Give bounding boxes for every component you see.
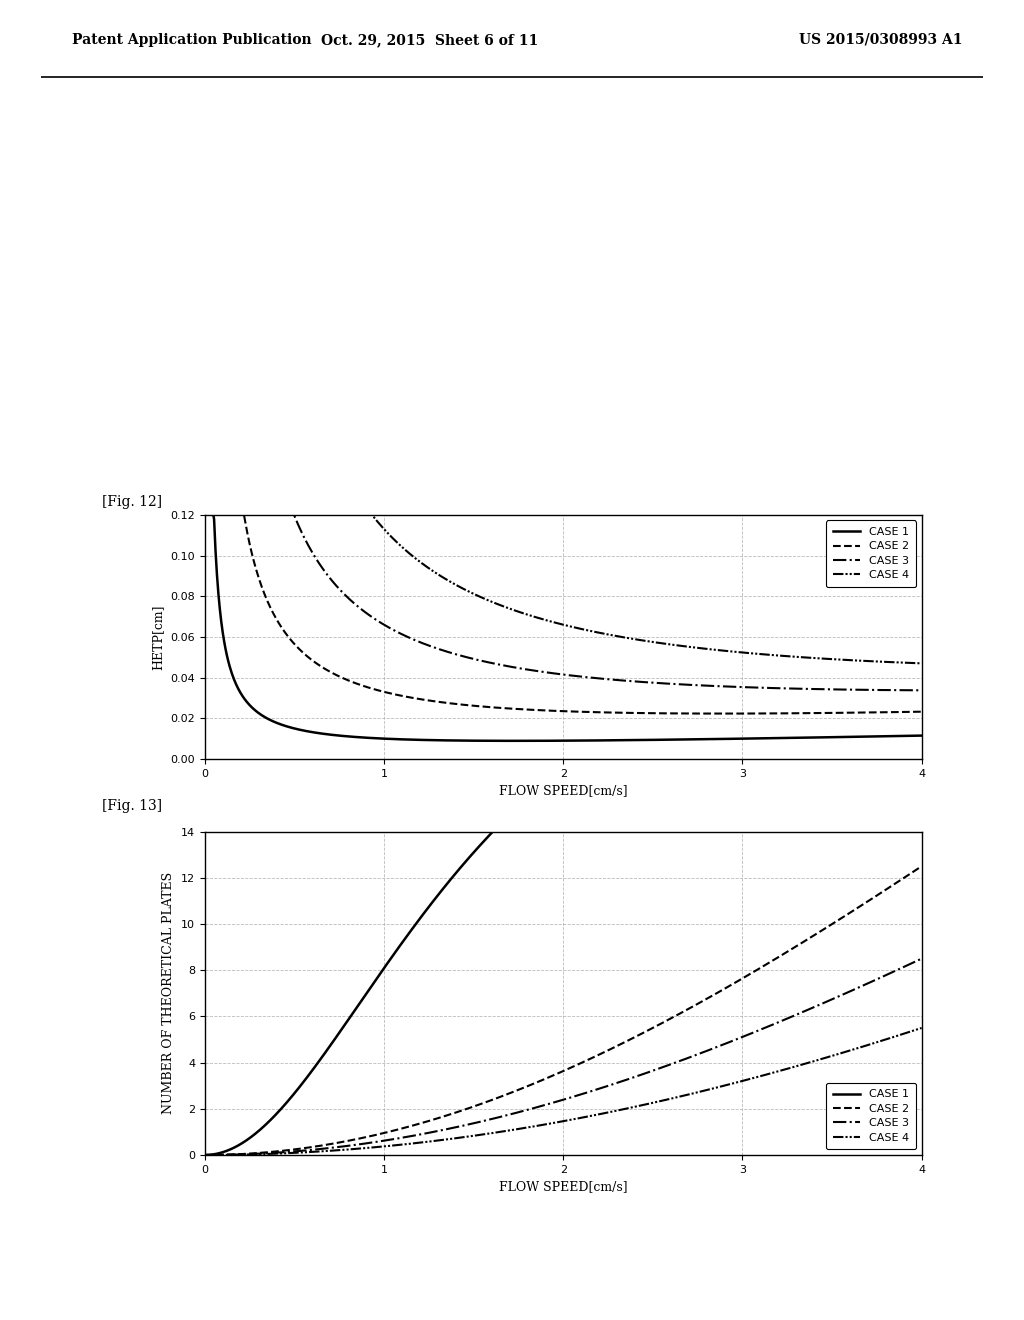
X-axis label: FLOW SPEED[cm/s]: FLOW SPEED[cm/s] — [499, 784, 628, 797]
Text: Patent Application Publication: Patent Application Publication — [72, 33, 311, 48]
Text: US 2015/0308993 A1: US 2015/0308993 A1 — [799, 33, 963, 48]
Text: [Fig. 12]: [Fig. 12] — [102, 495, 163, 510]
Text: [Fig. 13]: [Fig. 13] — [102, 799, 163, 813]
Y-axis label: NUMBER OF THEORETICAL PLATES: NUMBER OF THEORETICAL PLATES — [163, 873, 175, 1114]
Text: Oct. 29, 2015  Sheet 6 of 11: Oct. 29, 2015 Sheet 6 of 11 — [322, 33, 539, 48]
Legend: CASE 1, CASE 2, CASE 3, CASE 4: CASE 1, CASE 2, CASE 3, CASE 4 — [826, 1082, 916, 1150]
Legend: CASE 1, CASE 2, CASE 3, CASE 4: CASE 1, CASE 2, CASE 3, CASE 4 — [826, 520, 916, 587]
X-axis label: FLOW SPEED[cm/s]: FLOW SPEED[cm/s] — [499, 1180, 628, 1193]
Y-axis label: HETP[cm]: HETP[cm] — [152, 605, 165, 669]
